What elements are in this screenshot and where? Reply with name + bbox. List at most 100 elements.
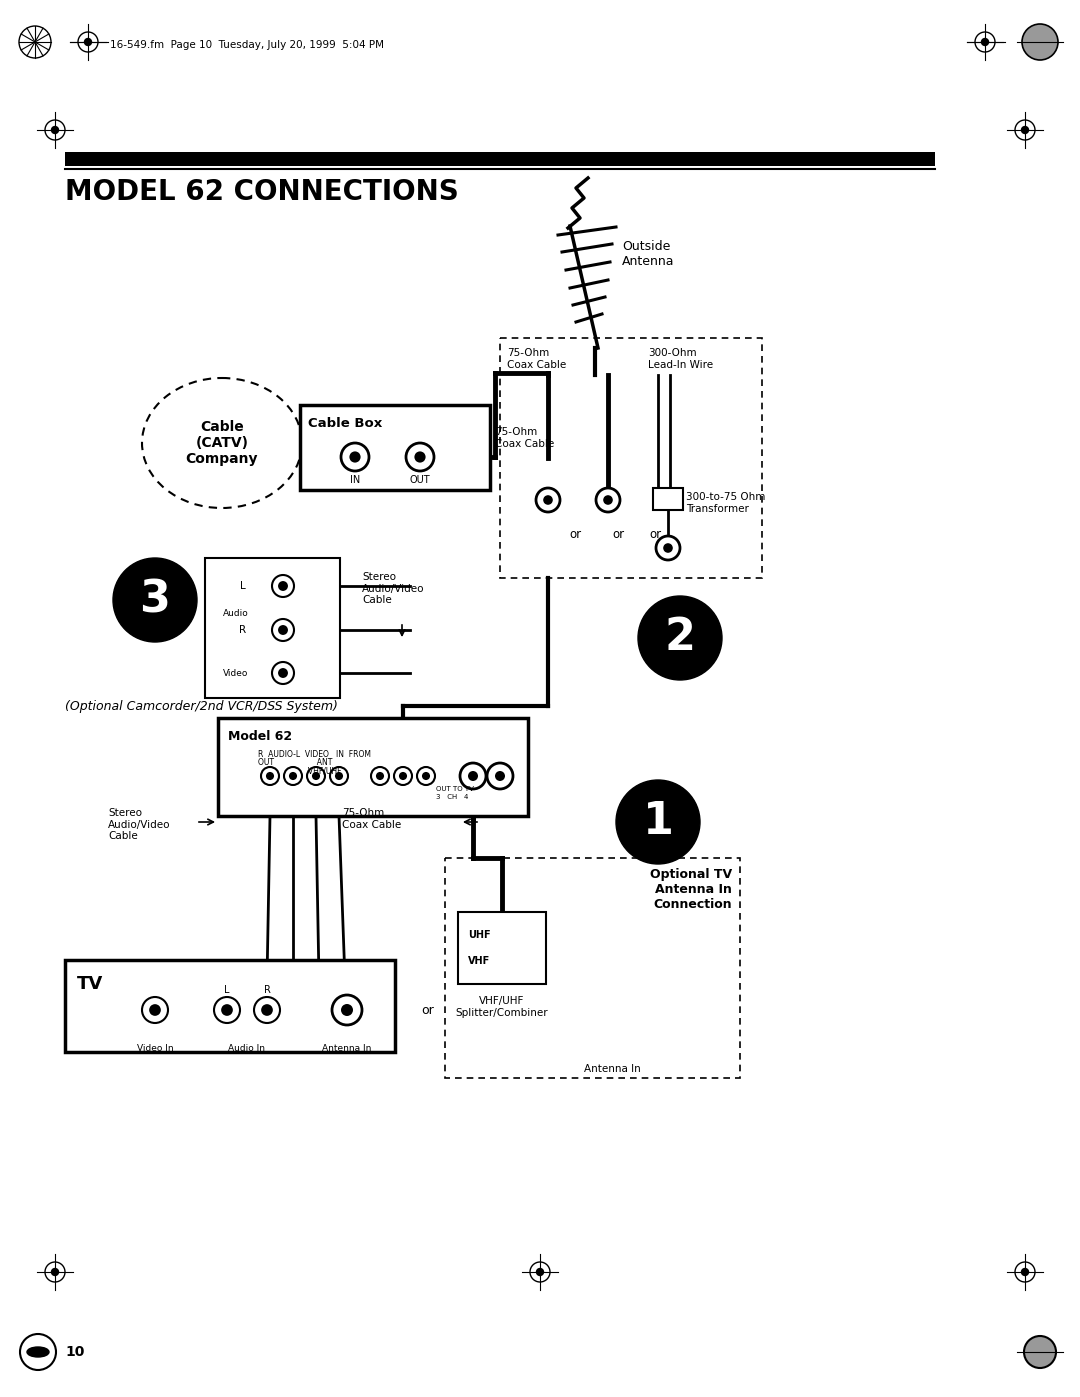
Circle shape — [394, 767, 411, 785]
Text: 3   CH   4: 3 CH 4 — [436, 793, 469, 800]
Text: Model 62: Model 62 — [228, 731, 292, 743]
Circle shape — [1022, 1268, 1028, 1275]
Circle shape — [341, 443, 369, 471]
Text: 10: 10 — [65, 1345, 84, 1359]
Text: 300-to-75 Ohm
Transformer: 300-to-75 Ohm Transformer — [686, 492, 766, 514]
Circle shape — [372, 767, 389, 785]
Circle shape — [376, 773, 384, 780]
Circle shape — [214, 997, 240, 1023]
Text: Video In: Video In — [137, 1044, 173, 1053]
Text: VHF/UHF: VHF/UHF — [258, 766, 341, 775]
Circle shape — [460, 763, 486, 789]
Circle shape — [278, 581, 288, 591]
Text: Cable Box: Cable Box — [308, 416, 382, 430]
Circle shape — [149, 1004, 161, 1016]
Circle shape — [638, 597, 723, 680]
Ellipse shape — [27, 1347, 49, 1356]
Circle shape — [468, 771, 478, 781]
Text: Outside
Antenna: Outside Antenna — [622, 240, 675, 268]
Circle shape — [113, 557, 197, 643]
Text: OUT: OUT — [409, 475, 430, 485]
Circle shape — [221, 1004, 233, 1016]
Circle shape — [254, 997, 280, 1023]
Text: OUT                  ANT: OUT ANT — [258, 759, 333, 767]
Ellipse shape — [141, 379, 302, 509]
Circle shape — [307, 767, 325, 785]
Text: Cable
(CATV)
Company: Cable (CATV) Company — [186, 420, 258, 467]
Circle shape — [52, 127, 58, 134]
Bar — [218, 718, 528, 816]
Text: IN: IN — [350, 475, 360, 485]
Circle shape — [417, 767, 435, 785]
Circle shape — [1022, 127, 1028, 134]
Text: Audio In: Audio In — [229, 1044, 266, 1053]
Text: 2: 2 — [664, 616, 696, 659]
Circle shape — [406, 443, 434, 471]
Circle shape — [596, 488, 620, 511]
Text: 75-Ohm
Coax Cable: 75-Ohm Coax Cable — [342, 807, 402, 830]
Text: 75-Ohm
Coax Cable: 75-Ohm Coax Cable — [507, 348, 566, 370]
Circle shape — [272, 619, 294, 641]
Text: OUT TO TV: OUT TO TV — [436, 787, 474, 792]
Text: or: or — [649, 528, 661, 542]
Text: R: R — [264, 985, 270, 995]
Bar — [65, 152, 935, 166]
Text: (Optional Camcorder/2nd VCR/DSS System): (Optional Camcorder/2nd VCR/DSS System) — [65, 700, 338, 712]
Text: VHF/UHF
Splitter/Combiner: VHF/UHF Splitter/Combiner — [456, 996, 549, 1017]
Circle shape — [536, 488, 561, 511]
Text: Stereo
Audio/Video
Cable: Stereo Audio/Video Cable — [108, 807, 171, 841]
Circle shape — [312, 773, 320, 780]
Text: UHF: UHF — [468, 930, 490, 940]
Circle shape — [982, 39, 988, 46]
Text: or: or — [421, 1003, 434, 1017]
Circle shape — [52, 1268, 58, 1275]
Text: 300-Ohm
Lead-In Wire: 300-Ohm Lead-In Wire — [648, 348, 713, 370]
Text: R  AUDIO-L  VIDEO   IN  FROM: R AUDIO-L VIDEO IN FROM — [258, 750, 372, 759]
Circle shape — [487, 763, 513, 789]
Text: or: or — [612, 528, 624, 542]
Bar — [300, 405, 490, 490]
Text: 3: 3 — [139, 578, 171, 622]
Ellipse shape — [1024, 1336, 1056, 1368]
Circle shape — [332, 995, 362, 1025]
Circle shape — [261, 767, 279, 785]
Circle shape — [278, 624, 288, 636]
Circle shape — [21, 1334, 56, 1370]
Circle shape — [656, 536, 680, 560]
Bar — [205, 557, 340, 698]
Circle shape — [335, 773, 343, 780]
Circle shape — [616, 780, 700, 863]
Circle shape — [604, 495, 612, 504]
Circle shape — [543, 495, 553, 504]
Text: Optional TV
Antenna In
Connection: Optional TV Antenna In Connection — [650, 868, 732, 911]
Circle shape — [495, 771, 505, 781]
Circle shape — [272, 576, 294, 597]
Text: or: or — [569, 528, 581, 542]
Circle shape — [266, 773, 274, 780]
Text: Antenna In: Antenna In — [322, 1044, 372, 1053]
Circle shape — [278, 668, 288, 678]
Text: Audio: Audio — [222, 609, 248, 617]
Circle shape — [422, 773, 430, 780]
Bar — [458, 912, 546, 983]
Text: 16-549.fm  Page 10  Tuesday, July 20, 1999  5:04 PM: 16-549.fm Page 10 Tuesday, July 20, 1999… — [110, 41, 384, 50]
Bar — [65, 960, 395, 1052]
Text: R: R — [240, 624, 246, 636]
Circle shape — [84, 39, 92, 46]
Circle shape — [350, 451, 361, 462]
Text: Antenna In: Antenna In — [583, 1065, 640, 1074]
Text: VHF: VHF — [468, 956, 490, 965]
Circle shape — [341, 1004, 353, 1016]
Circle shape — [415, 451, 426, 462]
Circle shape — [1022, 24, 1058, 60]
Circle shape — [663, 543, 673, 553]
Text: L: L — [240, 581, 246, 591]
Text: MODEL 62 CONNECTIONS: MODEL 62 CONNECTIONS — [65, 177, 459, 205]
Text: TV: TV — [77, 975, 104, 993]
Text: L: L — [225, 985, 230, 995]
Text: 75-Ohm
Coax Cable: 75-Ohm Coax Cable — [495, 427, 554, 448]
Circle shape — [289, 773, 297, 780]
Circle shape — [261, 1004, 273, 1016]
Bar — [653, 488, 683, 510]
Circle shape — [141, 997, 168, 1023]
